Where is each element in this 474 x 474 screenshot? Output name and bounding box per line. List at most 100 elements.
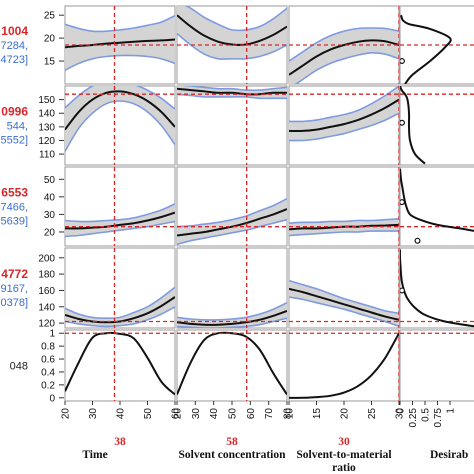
prediction-line xyxy=(177,87,287,96)
x-axis-label-line2: ratio xyxy=(332,462,356,474)
upper-ci-line xyxy=(289,279,399,315)
lower-ci-line xyxy=(289,112,399,142)
x-current-value: 38 xyxy=(114,436,126,448)
upper-ci-line xyxy=(65,14,175,33)
panel-r4-c3 xyxy=(399,329,474,402)
x-axis-label: Desirab xyxy=(430,449,468,461)
upper-ci-line xyxy=(182,86,287,92)
panel-r0-c0 xyxy=(64,5,176,85)
panel-content xyxy=(177,330,287,401)
panel-r0-c3 xyxy=(399,5,474,85)
x-tick-label: 50 xyxy=(143,408,154,420)
confidence-band xyxy=(289,86,399,141)
x-tick-label: 60 xyxy=(246,408,257,420)
panel-r2-c0 xyxy=(64,166,176,247)
panel-content xyxy=(289,86,399,165)
panel-r3-c3 xyxy=(399,247,474,329)
x-tick-label: 30 xyxy=(88,408,99,420)
panel-frame xyxy=(399,329,474,402)
x-tick-label: 25 xyxy=(367,408,378,420)
y-tick-label: 130 xyxy=(38,122,55,133)
prediction-line xyxy=(289,39,399,76)
upper-ci-line xyxy=(65,286,175,320)
y-tick-label: 0.4 xyxy=(41,367,55,378)
prediction-line xyxy=(65,296,175,324)
prediction-line xyxy=(65,211,175,230)
row-label-r1-0: 0996 xyxy=(1,105,28,119)
lower-ci-line xyxy=(177,218,287,245)
lower-ci-line xyxy=(294,51,399,84)
panel-content xyxy=(65,330,175,401)
y-tick-label: 30 xyxy=(44,210,56,221)
y-tick-label: 0 xyxy=(49,393,55,404)
y-tick-label: 40 xyxy=(44,192,56,203)
upper-ci-line xyxy=(289,27,399,62)
panel-content xyxy=(289,248,399,328)
lower-ci-line xyxy=(65,100,175,152)
row-label-r1-2: 5552] xyxy=(0,135,28,147)
panel-r2-c3 xyxy=(399,166,474,247)
panel-frame xyxy=(288,329,400,402)
panel-frame xyxy=(176,85,288,166)
panel-r4-c0 xyxy=(64,329,176,402)
upper-ci-line xyxy=(184,6,287,32)
desirability-handle xyxy=(400,58,405,65)
panel-frame xyxy=(399,85,474,166)
panel-r3-c0 xyxy=(64,247,176,329)
x-tick-label: 30 xyxy=(191,408,202,420)
y-tick-label: 50 xyxy=(44,175,56,186)
x-tick-label: 20 xyxy=(173,408,184,420)
desirability-content xyxy=(400,168,474,244)
confidence-band xyxy=(65,287,175,327)
x-tick-label: 1 xyxy=(446,408,457,414)
y-tick-label: 140 xyxy=(38,109,55,120)
y-tick-label: 0.2 xyxy=(41,380,55,391)
y-tick-label: 140 xyxy=(38,302,55,313)
upper-ci-line xyxy=(177,197,287,228)
x-tick-label: 20 xyxy=(61,408,72,420)
x-tick-label: 70 xyxy=(264,408,275,420)
prediction-line xyxy=(177,309,287,326)
row-label-r0-1: 37284, xyxy=(0,40,28,52)
y-tick-label: 15 xyxy=(44,57,56,68)
x-tick-label: 50 xyxy=(228,408,239,420)
row-label-r3-1: 9167, xyxy=(0,283,28,295)
panel-content xyxy=(177,167,287,246)
desirability-handle xyxy=(414,237,421,244)
y-tick-label: 0.8 xyxy=(41,342,55,353)
panel-r4-c1 xyxy=(176,329,288,402)
panel-r1-c3 xyxy=(399,85,474,166)
desirability-content xyxy=(400,14,474,84)
lower-ci-line xyxy=(65,54,175,71)
x-current-value: 30 xyxy=(338,436,350,448)
upper-ci-line xyxy=(65,203,175,223)
upper-ci-line xyxy=(289,86,399,123)
x-tick-label: 40 xyxy=(116,408,127,420)
desirability-handle xyxy=(400,287,405,294)
y-tick-label: 0.6 xyxy=(41,355,55,366)
row-label-r2-0: 6553 xyxy=(1,186,28,200)
prediction-line xyxy=(289,223,399,231)
panel-r3-c1 xyxy=(176,247,288,329)
y-tick-label: 150 xyxy=(38,95,55,106)
row-label-r0-0: 1004 xyxy=(1,24,28,38)
desirability-handle xyxy=(400,119,405,126)
x-axis-label: Solvent concentration xyxy=(178,449,286,461)
panel-content xyxy=(65,248,175,328)
y-tick-label: 160 xyxy=(38,286,55,297)
x-tick-label: 0.75 xyxy=(433,408,444,428)
row-label-r1-1: 544, xyxy=(7,121,28,133)
panel-content xyxy=(289,6,399,84)
y-tick-label: 25 xyxy=(44,11,56,22)
panel-content xyxy=(65,6,175,84)
panel-r2-c2 xyxy=(288,166,400,247)
y-tick-label: 180 xyxy=(38,270,55,281)
panel-content xyxy=(65,86,175,165)
row-label-r2-1: 7466, xyxy=(0,202,28,214)
y-tick-label: 20 xyxy=(44,34,56,45)
row-label-r2-2: 5639] xyxy=(0,216,28,228)
x-tick-label: 30 xyxy=(395,408,406,420)
panel-r4-c2 xyxy=(288,329,400,402)
lower-ci-line xyxy=(289,296,399,328)
y-tick-label: 110 xyxy=(39,150,55,161)
